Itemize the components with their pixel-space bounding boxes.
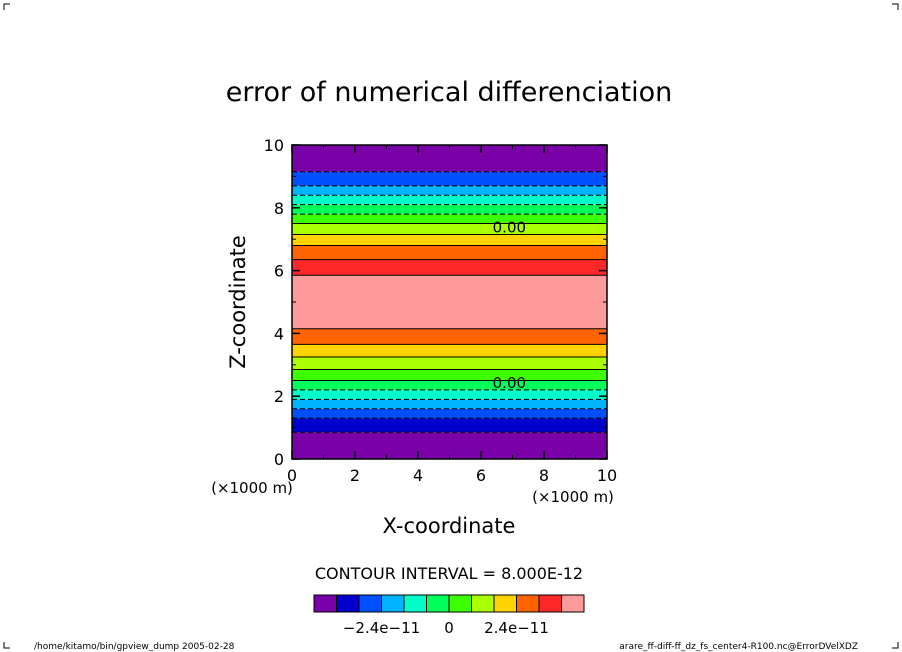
footer-left: /home/kitamo/bin/gpview_dump 2005-02-28 <box>34 642 235 652</box>
color-band-13 <box>292 245 607 260</box>
legend-swatch-0 <box>313 594 337 613</box>
color-band-16 <box>292 214 607 224</box>
footer-right: arare_ff-diff-ff_dz_fs_center4-R100.nc@E… <box>619 642 858 652</box>
color-band-9 <box>292 328 607 345</box>
color-band-20 <box>292 171 607 186</box>
contour-label-0: 0.00 <box>493 219 526 237</box>
legend-label-0: −2.4e−11 <box>343 619 420 637</box>
x-axis-unit: (×1000 m) <box>532 488 614 506</box>
color-band-15 <box>292 223 607 235</box>
chart-title: error of numerical differenciation <box>226 77 672 108</box>
x-tick-label-5: 10 <box>597 466 617 485</box>
legend-swatch-11 <box>561 594 585 613</box>
legend-label-1: 0 <box>444 619 454 637</box>
color-band-17 <box>292 204 607 215</box>
legend-swatch-10 <box>538 594 562 613</box>
contour-interval-text: CONTOUR INTERVAL = 8.000E-12 <box>315 564 583 583</box>
legend-swatch-4 <box>403 594 427 613</box>
legend-swatch-1 <box>336 594 360 613</box>
y-axis-unit: (×1000 m) <box>211 479 293 497</box>
color-band-14 <box>292 234 607 246</box>
legend-swatch-5 <box>426 594 450 613</box>
y-tick-label-4: 8 <box>274 199 284 218</box>
legend-label-2: 2.4e−11 <box>484 619 549 637</box>
legend-swatch-6 <box>448 594 472 613</box>
color-band-8 <box>292 344 607 357</box>
legend-swatch-2 <box>358 594 382 613</box>
y-tick-label-3: 6 <box>274 262 284 281</box>
y-axis-label: Z-coordinate <box>226 235 250 369</box>
color-band-1 <box>292 418 607 433</box>
contour-label-1: 0.00 <box>493 374 526 392</box>
y-tick-label-5: 10 <box>264 136 284 155</box>
color-band-0 <box>292 432 607 459</box>
y-tick-label-2: 4 <box>274 324 284 343</box>
legend-swatch-8 <box>493 594 517 613</box>
color-band-4 <box>292 389 607 400</box>
legend-swatch-9 <box>516 594 540 613</box>
legend-swatch-7 <box>471 594 495 613</box>
y-tick-label-1: 2 <box>274 387 284 406</box>
color-band-3 <box>292 399 607 409</box>
crop-marks <box>3 3 899 649</box>
color-band-12 <box>292 259 607 276</box>
y-tick-label-0: 0 <box>274 450 284 469</box>
axis-ticks: 0 2 4 6 8 10 0 2 4 6 8 10 <box>264 136 618 485</box>
color-band-5 <box>292 380 607 390</box>
color-band-18 <box>292 195 607 205</box>
color-band-7 <box>292 356 607 370</box>
x-tick-label-0: 0 <box>287 466 297 485</box>
color-band-21 <box>292 145 607 172</box>
x-tick-label-3: 6 <box>476 466 486 485</box>
plot-area <box>292 145 607 459</box>
color-legend: −2.4e−11 0 2.4e−11 <box>313 594 585 637</box>
color-band-19 <box>292 185 607 196</box>
color-band-2 <box>292 408 607 419</box>
legend-swatch-3 <box>381 594 405 613</box>
x-tick-label-4: 8 <box>539 466 549 485</box>
color-band-11 <box>292 275 607 329</box>
color-band-6 <box>292 369 607 381</box>
contour-labels: 0.00 0.00 <box>493 219 526 392</box>
contour-lines <box>292 171 607 433</box>
x-axis-label: X-coordinate <box>383 514 516 538</box>
x-tick-label-2: 4 <box>413 466 423 485</box>
x-tick-label-1: 2 <box>350 466 360 485</box>
